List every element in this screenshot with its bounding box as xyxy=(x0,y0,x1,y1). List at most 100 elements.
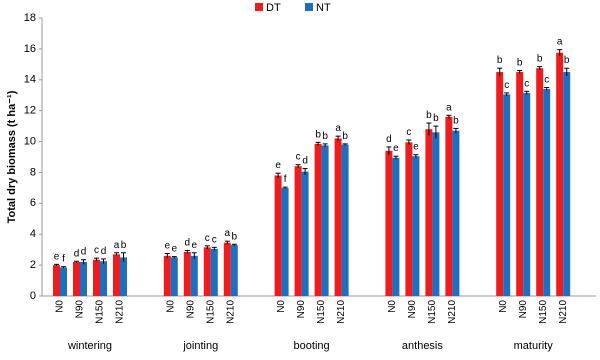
bar xyxy=(314,143,322,296)
significance-letter: c xyxy=(504,80,509,91)
significance-letter: c xyxy=(205,233,210,244)
x-tick-label: N0 xyxy=(276,300,287,313)
bar xyxy=(223,242,231,296)
x-tick-label: N210 xyxy=(225,300,236,324)
significance-letter: e xyxy=(54,251,60,262)
bar xyxy=(385,150,393,296)
x-tick-label: N150 xyxy=(427,300,438,324)
significance-letter: c xyxy=(544,75,549,86)
x-tick-label: N90 xyxy=(296,300,307,319)
x-tick-label: N90 xyxy=(185,300,196,319)
bar xyxy=(563,72,571,296)
y-tick-label: 18 xyxy=(24,12,36,24)
bar xyxy=(100,261,107,296)
bar xyxy=(536,68,544,296)
bar xyxy=(163,255,171,296)
y-tick-label: 10 xyxy=(24,135,36,147)
x-tick-label: N0 xyxy=(498,300,509,313)
bar xyxy=(274,175,282,296)
significance-letter: c xyxy=(524,78,529,89)
x-tick-label: N150 xyxy=(205,300,216,324)
bar xyxy=(445,116,453,296)
significance-letter: c xyxy=(296,152,301,163)
significance-letter: b xyxy=(232,231,238,242)
significance-letter: d xyxy=(101,246,107,257)
significance-letter: d xyxy=(386,134,392,145)
significance-letter: d xyxy=(302,156,308,167)
legend-label: NT xyxy=(316,2,331,14)
bar xyxy=(405,142,413,296)
significance-letter: e xyxy=(192,240,198,251)
legend-label: DT xyxy=(266,2,281,14)
bar xyxy=(452,130,460,296)
y-tick-label: 2 xyxy=(30,259,36,271)
group-label: maturity xyxy=(514,340,554,352)
bar xyxy=(113,254,120,296)
bar xyxy=(543,89,551,297)
bar xyxy=(341,144,349,296)
significance-letter: b xyxy=(315,129,321,140)
y-tick-label: 12 xyxy=(24,105,36,117)
significance-letter: a xyxy=(446,102,452,113)
significance-letter: d xyxy=(185,237,191,248)
bar xyxy=(80,262,87,296)
legend-swatch xyxy=(255,3,263,11)
bar xyxy=(425,129,433,296)
bar xyxy=(301,171,309,296)
bar xyxy=(496,72,504,296)
significance-letter: b xyxy=(497,55,503,66)
x-tick-label: N0 xyxy=(387,300,398,313)
bar xyxy=(120,257,127,296)
bar xyxy=(523,92,531,297)
significance-letter: b xyxy=(453,115,459,126)
bar xyxy=(294,166,302,296)
legend-swatch xyxy=(305,3,313,11)
significance-letter: b xyxy=(517,58,523,69)
bar xyxy=(170,257,178,296)
significance-letter: e xyxy=(275,160,281,171)
bar xyxy=(53,265,60,296)
significance-letter: b xyxy=(564,55,570,66)
y-tick-label: 16 xyxy=(24,43,36,55)
bar xyxy=(556,52,564,296)
significance-letter: a xyxy=(557,37,563,48)
significance-letter: b xyxy=(433,113,439,124)
x-tick-label: N210 xyxy=(447,300,458,324)
y-axis-label: Total dry biomass (t ha⁻¹) xyxy=(6,90,18,223)
significance-letter: b xyxy=(342,131,348,142)
y-tick-label: 6 xyxy=(30,197,36,209)
significance-letter: f xyxy=(284,174,287,185)
x-tick-label: N150 xyxy=(538,300,549,324)
bar xyxy=(432,132,440,296)
significance-letter: a xyxy=(225,228,231,239)
significance-letter: e xyxy=(165,241,171,252)
x-tick-label: N0 xyxy=(165,300,176,313)
x-tick-label: N0 xyxy=(55,300,66,313)
significance-letter: b xyxy=(426,110,432,121)
group-label: wintering xyxy=(67,340,112,352)
y-tick-label: 8 xyxy=(30,166,36,178)
x-tick-label: N90 xyxy=(407,300,418,319)
significance-letter: b xyxy=(537,54,543,65)
bar xyxy=(73,262,80,296)
x-tick-label: N90 xyxy=(518,300,529,319)
y-tick-label: 14 xyxy=(24,74,36,86)
significance-letter: e xyxy=(393,143,399,154)
group-label: jointing xyxy=(182,340,218,352)
bar xyxy=(503,94,511,296)
significance-letter: c xyxy=(94,245,99,256)
y-tick-label: 0 xyxy=(30,290,36,302)
significance-letter: e xyxy=(172,244,178,255)
significance-letter: a xyxy=(114,240,120,251)
bar xyxy=(230,245,238,296)
bar xyxy=(321,145,329,296)
bar xyxy=(60,267,67,296)
bar xyxy=(190,255,198,296)
bar xyxy=(392,157,400,296)
significance-letter: f xyxy=(62,254,65,265)
group-label: anthesis xyxy=(402,340,443,352)
bar xyxy=(183,251,191,296)
group-label: booting xyxy=(294,340,330,352)
bar xyxy=(516,72,524,296)
